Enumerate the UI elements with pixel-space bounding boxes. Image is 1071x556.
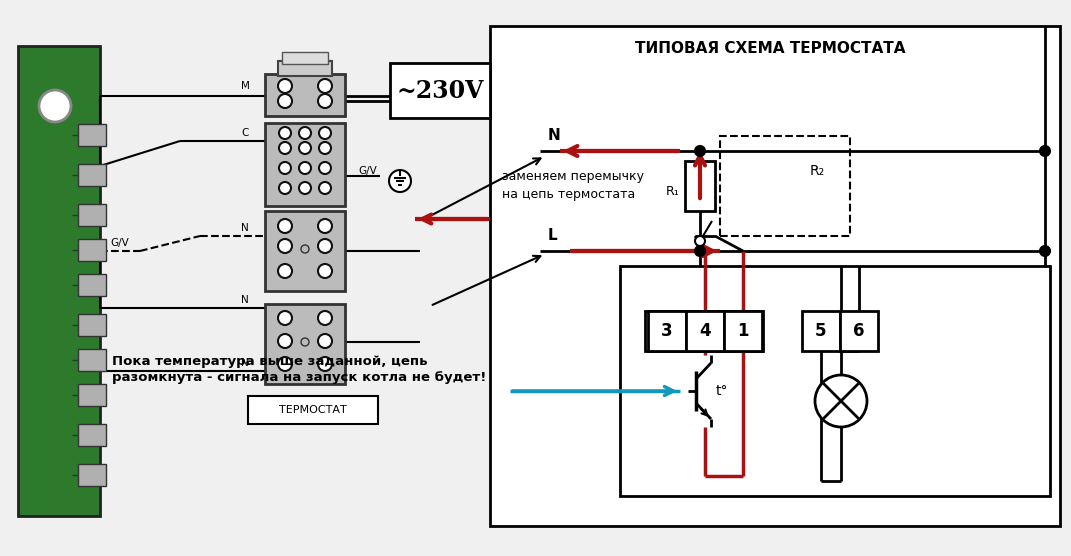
Circle shape xyxy=(318,311,332,325)
Text: C: C xyxy=(241,128,248,138)
Bar xyxy=(18,46,100,516)
Circle shape xyxy=(280,142,291,154)
Bar xyxy=(685,161,715,211)
Circle shape xyxy=(318,264,332,278)
Bar xyxy=(78,204,106,226)
Bar xyxy=(78,349,106,371)
Circle shape xyxy=(318,357,332,371)
Circle shape xyxy=(318,219,332,233)
Circle shape xyxy=(278,239,292,253)
Bar xyxy=(724,311,761,351)
Circle shape xyxy=(815,375,868,427)
Circle shape xyxy=(319,127,331,139)
Circle shape xyxy=(280,127,291,139)
Text: разомкнута - сигнала на запуск котла не будет!: разомкнута - сигнала на запуск котла не … xyxy=(112,371,486,385)
Text: заменяем перемычку: заменяем перемычку xyxy=(502,170,644,182)
Bar xyxy=(720,136,850,236)
Circle shape xyxy=(319,142,331,154)
Text: на цепь термостата: на цепь термостата xyxy=(502,187,635,201)
Circle shape xyxy=(695,236,705,246)
Circle shape xyxy=(278,357,292,371)
Bar xyxy=(265,74,345,116)
Text: R₂: R₂ xyxy=(810,164,825,178)
Circle shape xyxy=(301,338,310,346)
Bar xyxy=(78,464,106,486)
Bar xyxy=(282,52,328,64)
Text: Пока температура выше заданной, цепь: Пока температура выше заданной, цепь xyxy=(112,355,427,368)
Circle shape xyxy=(695,246,705,256)
Bar xyxy=(645,311,763,351)
Bar xyxy=(78,384,106,406)
Circle shape xyxy=(301,245,310,253)
Bar xyxy=(78,124,106,146)
Text: 3: 3 xyxy=(661,322,673,340)
Bar xyxy=(78,164,106,186)
Circle shape xyxy=(299,142,311,154)
Bar xyxy=(248,396,378,424)
Circle shape xyxy=(1040,146,1050,156)
Circle shape xyxy=(39,90,71,122)
Circle shape xyxy=(280,162,291,174)
Circle shape xyxy=(299,182,311,194)
Text: N: N xyxy=(241,358,248,368)
Bar xyxy=(265,123,345,206)
Circle shape xyxy=(319,162,331,174)
Bar xyxy=(78,314,106,336)
Text: ТЕРМОСТАТ: ТЕРМОСТАТ xyxy=(280,405,347,415)
Text: 1: 1 xyxy=(737,322,749,340)
Bar xyxy=(265,304,345,384)
Circle shape xyxy=(318,334,332,348)
Text: ~230V: ~230V xyxy=(396,79,484,103)
Circle shape xyxy=(318,94,332,108)
Text: G/V: G/V xyxy=(110,238,129,248)
Bar xyxy=(840,311,878,351)
Bar xyxy=(78,424,106,446)
Circle shape xyxy=(278,311,292,325)
Text: R₁: R₁ xyxy=(666,185,680,197)
Bar xyxy=(687,311,724,351)
Circle shape xyxy=(278,79,292,93)
Text: 5: 5 xyxy=(815,322,827,340)
Circle shape xyxy=(278,94,292,108)
Bar xyxy=(620,266,1050,496)
Circle shape xyxy=(299,127,311,139)
Circle shape xyxy=(280,182,291,194)
Text: G/V: G/V xyxy=(358,166,377,176)
Text: N: N xyxy=(548,128,561,143)
Bar xyxy=(802,311,840,351)
Circle shape xyxy=(278,264,292,278)
Text: 4: 4 xyxy=(699,322,711,340)
Circle shape xyxy=(318,239,332,253)
Bar xyxy=(265,211,345,291)
Bar xyxy=(78,274,106,296)
Circle shape xyxy=(695,146,705,156)
Circle shape xyxy=(299,162,311,174)
Circle shape xyxy=(278,334,292,348)
Circle shape xyxy=(1040,246,1050,256)
Text: L: L xyxy=(548,228,558,243)
Bar xyxy=(491,26,1060,526)
Bar xyxy=(648,311,687,351)
Circle shape xyxy=(389,170,411,192)
Text: N: N xyxy=(241,223,248,233)
Text: M: M xyxy=(241,81,250,91)
Circle shape xyxy=(318,79,332,93)
Bar xyxy=(278,61,332,76)
Bar xyxy=(78,239,106,261)
Text: t°: t° xyxy=(716,384,728,398)
Circle shape xyxy=(278,219,292,233)
Circle shape xyxy=(319,182,331,194)
Text: ТИПОВАЯ СХЕМА ТЕРМОСТАТА: ТИПОВАЯ СХЕМА ТЕРМОСТАТА xyxy=(635,41,905,56)
Bar xyxy=(390,63,491,118)
Text: N: N xyxy=(241,295,248,305)
Text: 6: 6 xyxy=(854,322,864,340)
